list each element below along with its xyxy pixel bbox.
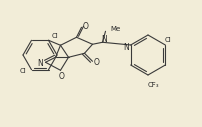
Text: N: N bbox=[102, 35, 107, 44]
Text: Cl: Cl bbox=[165, 37, 172, 43]
Text: O: O bbox=[83, 22, 88, 31]
Text: CF₃: CF₃ bbox=[147, 82, 159, 88]
Text: N: N bbox=[123, 43, 128, 52]
Text: N: N bbox=[38, 59, 43, 68]
Text: O: O bbox=[94, 58, 99, 67]
Text: Cl: Cl bbox=[51, 33, 58, 39]
Text: Me: Me bbox=[110, 26, 121, 32]
Text: Cl: Cl bbox=[19, 68, 26, 74]
Text: O: O bbox=[59, 72, 64, 81]
